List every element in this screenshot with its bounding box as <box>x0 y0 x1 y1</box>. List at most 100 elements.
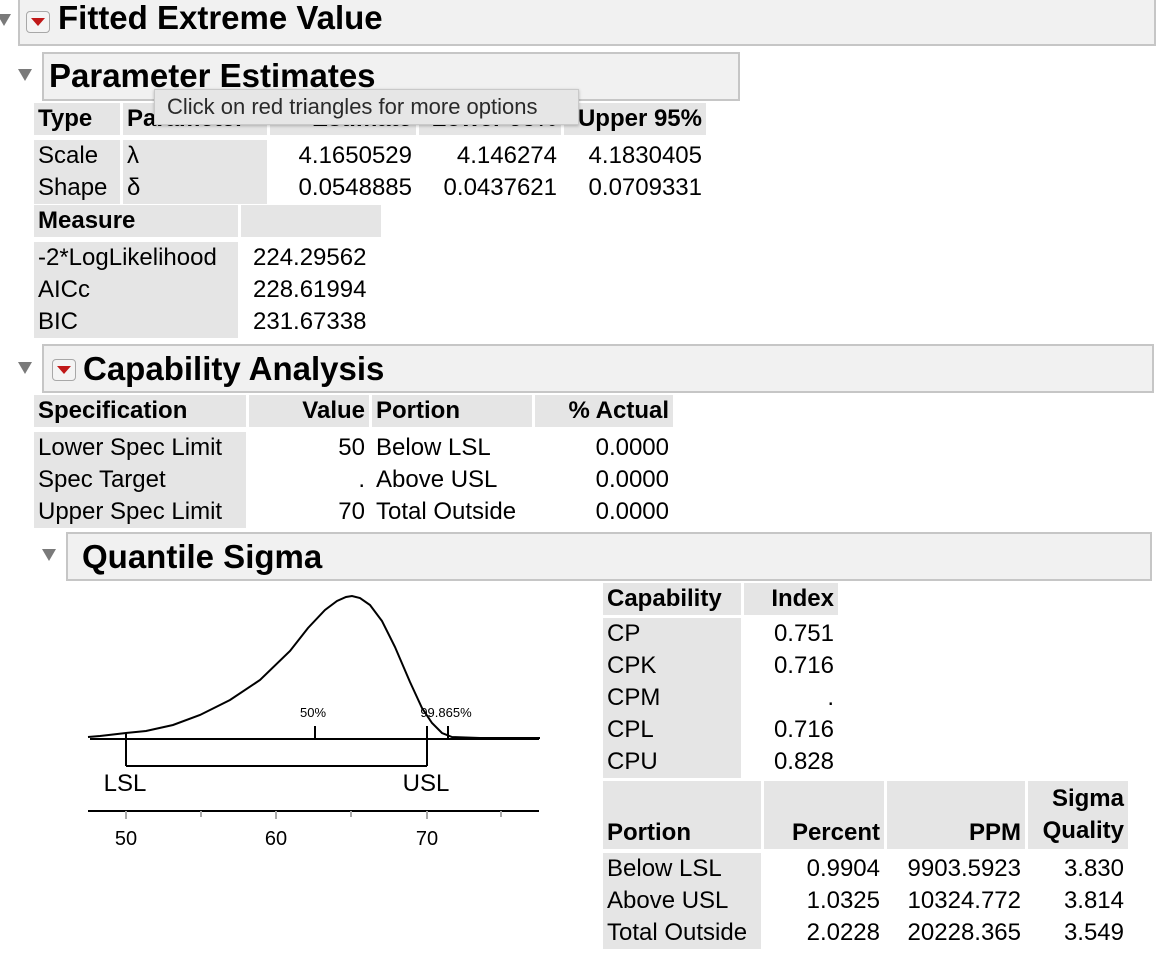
table-row: Scale λ 4.1650529 4.146274 4.1830405 <box>34 140 706 172</box>
portion-label: Below LSL <box>603 853 761 885</box>
type-cell: Scale <box>34 140 120 172</box>
sigma-value: 3.549 <box>1063 919 1124 946</box>
density-curve <box>87 594 540 739</box>
ppm-value: 9903.5923 <box>907 855 1021 882</box>
col-portion: Portion <box>603 781 761 849</box>
spec-value: 70 <box>338 498 365 525</box>
col-capability: Capability <box>603 583 741 615</box>
capability-red-triangle-icon[interactable] <box>52 359 76 381</box>
sigma-value: 3.814 <box>1063 887 1124 914</box>
index-label: CPL <box>603 714 741 746</box>
parameter-cell: δ <box>123 172 267 204</box>
portion-label: Total Outside <box>603 917 761 949</box>
col-percent-label: Percent <box>791 819 880 846</box>
col-portion: Portion <box>372 395 532 427</box>
table-row: AICc 228.61994 <box>34 274 381 306</box>
fitted-disclosure-icon[interactable] <box>0 14 11 26</box>
estimate-cell: 0.0548885 <box>298 174 412 201</box>
quantile-disclosure-icon[interactable] <box>42 549 56 561</box>
fitted-title: Fitted Extreme Value <box>58 0 383 36</box>
portion-label: Below LSL <box>376 434 491 461</box>
table-row: -2*LogLikelihood 224.29562 <box>34 242 381 274</box>
percent-value: 2.0228 <box>806 919 880 946</box>
spec-label: Spec Target <box>34 464 246 496</box>
capability-disclosure-icon[interactable] <box>18 362 32 374</box>
spec-value: . <box>358 466 365 493</box>
measure-label: AICc <box>34 274 238 306</box>
col-value: Value <box>249 395 369 427</box>
quantile-sigma-plot: 50% 99.865% LSL USL 50 60 70 <box>87 594 540 850</box>
axis-tick-50: 50 <box>115 828 137 850</box>
label-50-percent: 50% <box>300 705 326 720</box>
spec-label: Upper Spec Limit <box>34 496 246 528</box>
index-label: CP <box>603 618 741 650</box>
col-ppm: PPM <box>887 781 1025 849</box>
lower-cell: 0.0437621 <box>443 174 557 201</box>
table-row: Total Outside 2.0228 20228.365 3.549 <box>603 917 1128 949</box>
actual-value: 0.0000 <box>595 498 669 525</box>
measure-value: 228.61994 <box>253 276 367 303</box>
col-sigma-label: Sigma <box>1051 785 1124 812</box>
quantile-header[interactable]: Quantile Sigma <box>66 532 1152 581</box>
table-row: CPU 0.828 <box>603 746 838 778</box>
table-row: Below LSL 0.9904 9903.5923 3.830 <box>603 853 1128 885</box>
index-value: . <box>827 684 834 711</box>
axis-tick-60: 60 <box>265 828 287 850</box>
col-type: Type <box>34 103 120 135</box>
parameter-cell: λ <box>123 140 267 172</box>
capability-index-table: Capability Index CP 0.751 CPK 0.716 CPM … <box>600 583 841 778</box>
measure-label: -2*LogLikelihood <box>34 242 238 274</box>
table-row: CPK 0.716 <box>603 650 838 682</box>
measures-table: Measure -2*LogLikelihood 224.29562 AICc … <box>31 205 384 338</box>
capability-header[interactable]: Capability Analysis <box>42 344 1154 393</box>
table-row: CP 0.751 <box>603 618 838 650</box>
index-label: CPU <box>603 746 741 778</box>
upper-cell: 4.1830405 <box>588 142 702 169</box>
fitted-header[interactable]: Fitted Extreme Value <box>18 0 1156 46</box>
table-row: Shape δ 0.0548885 0.0437621 0.0709331 <box>34 172 706 204</box>
table-row: CPL 0.716 <box>603 714 838 746</box>
lsl-label: LSL <box>104 770 147 797</box>
axis-tick-70: 70 <box>416 828 438 850</box>
table-row: Lower Spec Limit 50 Below LSL 0.0000 <box>34 432 673 464</box>
col-measure-value <box>241 205 381 237</box>
sigma-value: 3.830 <box>1063 855 1124 882</box>
col-portion-label: Portion <box>607 819 691 846</box>
index-label: CPK <box>603 650 741 682</box>
actual-value: 0.0000 <box>595 466 669 493</box>
ppm-value: 10324.772 <box>907 887 1021 914</box>
ppm-value: 20228.365 <box>907 919 1021 946</box>
table-row: Above USL 1.0325 10324.772 3.814 <box>603 885 1128 917</box>
actual-value: 0.0000 <box>595 434 669 461</box>
col-index: Index <box>744 583 838 615</box>
measure-value: 224.29562 <box>253 244 367 271</box>
measure-label: BIC <box>34 306 238 338</box>
col-actual: % Actual <box>535 395 673 427</box>
col-specification: Specification <box>34 395 246 427</box>
portion-label: Above USL <box>376 466 498 493</box>
estimate-cell: 4.1650529 <box>298 142 412 169</box>
red-triangle-tooltip: Click on red triangles for more options <box>154 89 579 125</box>
usl-label: USL <box>403 770 450 797</box>
percent-value: 1.0325 <box>806 887 880 914</box>
spec-label: Lower Spec Limit <box>34 432 246 464</box>
col-ppm-label: PPM <box>968 819 1021 846</box>
index-value: 0.828 <box>773 748 834 775</box>
col-sigma-quality: Sigma Quality <box>1028 781 1128 849</box>
index-value: 0.751 <box>773 620 834 647</box>
fitted-red-triangle-icon[interactable] <box>26 11 50 33</box>
table-row: CPM . <box>603 682 838 714</box>
table-row: BIC 231.67338 <box>34 306 381 338</box>
portion-label: Above USL <box>603 885 761 917</box>
index-value: 0.716 <box>773 652 834 679</box>
type-cell: Shape <box>34 172 120 204</box>
upper-cell: 0.0709331 <box>588 174 702 201</box>
col-quality-label: Quality <box>1042 817 1124 844</box>
table-row: Upper Spec Limit 70 Total Outside 0.0000 <box>34 496 673 528</box>
spec-value: 50 <box>338 434 365 461</box>
param-disclosure-icon[interactable] <box>18 69 32 81</box>
percent-value: 0.9904 <box>806 855 880 882</box>
param-title: Parameter Estimates <box>49 57 376 94</box>
index-label: CPM <box>603 682 741 714</box>
col-measure: Measure <box>34 205 238 237</box>
